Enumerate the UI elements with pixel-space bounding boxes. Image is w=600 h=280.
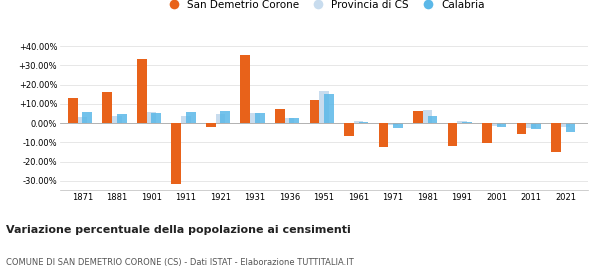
Bar [250, 113, 260, 123]
Bar [241, 55, 250, 123]
Bar [186, 113, 196, 123]
Bar [393, 123, 403, 128]
Bar [319, 91, 329, 123]
Bar [462, 122, 472, 123]
Bar [566, 123, 575, 132]
Bar [561, 123, 571, 127]
Bar [220, 111, 230, 123]
Bar [517, 123, 526, 134]
Bar [379, 123, 388, 147]
Bar [255, 113, 265, 123]
Bar [117, 114, 127, 123]
Bar [103, 92, 112, 123]
Bar [310, 100, 319, 123]
Bar [112, 116, 122, 123]
Bar [353, 121, 364, 123]
Bar [284, 118, 295, 123]
Bar [344, 123, 353, 136]
Text: Variazione percentuale della popolazione ai censimenti: Variazione percentuale della popolazione… [6, 225, 351, 235]
Bar [215, 114, 226, 123]
Bar [82, 113, 92, 123]
Bar [526, 123, 536, 128]
Bar [289, 118, 299, 123]
Bar [172, 123, 181, 184]
Bar [388, 123, 398, 125]
Bar [497, 123, 506, 127]
Text: COMUNE DI SAN DEMETRIO CORONE (CS) - Dati ISTAT - Elaborazione TUTTITALIA.IT: COMUNE DI SAN DEMETRIO CORONE (CS) - Dat… [6, 258, 354, 267]
Legend: San Demetrio Corone, Provincia di CS, Calabria: San Demetrio Corone, Provincia di CS, Ca… [159, 0, 489, 14]
Bar [324, 94, 334, 123]
Bar [492, 123, 502, 126]
Bar [206, 123, 215, 127]
Bar [551, 123, 561, 152]
Bar [359, 122, 368, 123]
Bar [68, 98, 77, 123]
Bar [457, 121, 467, 123]
Bar [422, 109, 433, 123]
Bar [137, 59, 146, 123]
Bar [151, 113, 161, 123]
Bar [482, 123, 492, 143]
Bar [428, 116, 437, 123]
Bar [413, 111, 422, 123]
Bar [531, 123, 541, 129]
Bar [448, 123, 457, 146]
Bar [146, 113, 156, 123]
Bar [181, 116, 191, 123]
Bar [275, 109, 284, 123]
Bar [77, 117, 87, 123]
